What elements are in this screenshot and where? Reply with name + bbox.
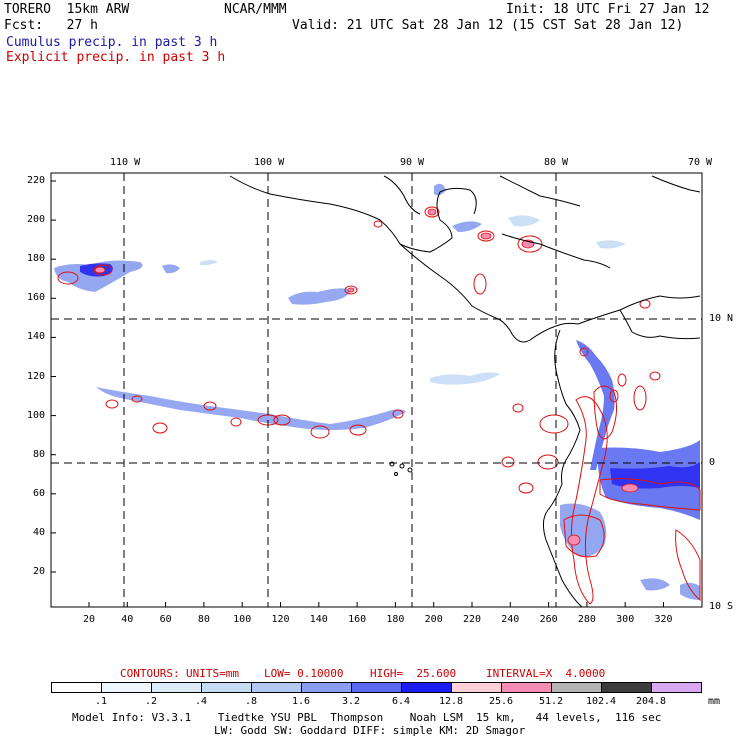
legend-label: 25.6 xyxy=(488,696,514,707)
explicit-precip-contours xyxy=(57,206,701,605)
legend-swatch xyxy=(551,682,602,693)
y-tick-label: 140 xyxy=(26,331,45,343)
x-tick-label: 320 xyxy=(654,614,673,625)
legend-label: 51.2 xyxy=(538,696,564,707)
legend-swatch xyxy=(351,682,402,693)
x-tick-label: 300 xyxy=(616,614,635,625)
cumulus-field-label: Cumulus precip. in past 3 h xyxy=(6,35,218,50)
x-tick-label: 160 xyxy=(348,614,367,625)
legend-label: 12.8 xyxy=(438,696,464,707)
contour-high: HIGH= 25.600 xyxy=(370,667,457,680)
legend-swatch xyxy=(201,682,252,693)
legend-swatch xyxy=(451,682,502,693)
legend-swatch xyxy=(101,682,152,693)
lon-label-110w: 110 W xyxy=(110,157,141,168)
legend-swatch xyxy=(651,682,702,693)
contour-interval: INTERVAL=X 4.0000 xyxy=(486,667,606,680)
lat-label-10n: 10 N xyxy=(709,313,734,324)
lat-label-10s: 10 S xyxy=(709,601,734,612)
legend-label: .4 xyxy=(194,696,208,707)
legend-swatch xyxy=(151,682,202,693)
legend-label: .2 xyxy=(144,696,158,707)
legend-label: 204.8 xyxy=(635,696,667,707)
axis-ticks xyxy=(51,180,664,607)
y-tick-label: 100 xyxy=(26,409,45,421)
x-tick-label: 240 xyxy=(501,614,520,625)
x-tick-label: 280 xyxy=(577,614,596,625)
lat-label-eq: 0 xyxy=(709,457,716,468)
y-tick-label: 200 xyxy=(26,214,45,226)
model-title: TORERO 15km ARW xyxy=(4,2,130,17)
forecast-hour: Fcst: 27 h xyxy=(4,18,98,33)
x-tick-label: 20 xyxy=(82,614,96,625)
legend-unit: mm xyxy=(708,696,721,707)
x-tick-label: 180 xyxy=(386,614,405,625)
graticule xyxy=(51,173,702,607)
legend-label: .8 xyxy=(244,696,258,707)
model-info: Model Info: V3.3.1 Tiedtke YSU PBL Thomp… xyxy=(72,711,662,724)
y-tick-label: 180 xyxy=(26,253,45,265)
legend-label: 6.4 xyxy=(391,696,411,707)
legend-swatch xyxy=(301,682,352,693)
lon-label-70w: 70 W xyxy=(688,157,713,168)
legend-swatch xyxy=(501,682,552,693)
legend-label: .1 xyxy=(94,696,108,707)
coastlines xyxy=(229,175,701,608)
org-label: NCAR/MMM xyxy=(224,2,287,17)
cumulus-precip-shading xyxy=(54,183,700,600)
init-time: Init: 18 UTC Fri 27 Jan 12 xyxy=(506,2,710,17)
x-tick-label: 60 xyxy=(159,614,172,625)
y-tick-label: 80 xyxy=(32,448,45,460)
x-tick-label: 120 xyxy=(271,614,290,625)
x-tick-label: 140 xyxy=(309,614,328,625)
y-tick-label: 120 xyxy=(26,370,45,382)
y-tick-label: 60 xyxy=(32,487,45,499)
legend-label: 1.6 xyxy=(291,696,311,707)
x-tick-label: 100 xyxy=(233,614,252,625)
x-tick-label: 220 xyxy=(462,614,482,625)
x-tick-label: 40 xyxy=(121,614,134,625)
x-tick-label: 200 xyxy=(424,614,443,625)
lon-label-100w: 100 W xyxy=(254,157,285,168)
explicit-field-label: Explicit precip. in past 3 h xyxy=(6,50,226,65)
legend-label: 3.2 xyxy=(341,696,361,707)
y-tick-label: 160 xyxy=(26,292,45,304)
lon-label-80w: 80 W xyxy=(544,157,569,168)
x-tick-label: 80 xyxy=(197,614,210,625)
contour-units: UNITS=mm xyxy=(186,667,239,680)
contour-low: LOW= 0.10000 xyxy=(264,667,344,680)
legend-swatch xyxy=(251,682,302,693)
legend-swatch xyxy=(51,682,102,693)
y-tick-label: 40 xyxy=(32,526,45,538)
contour-label: CONTOURS: xyxy=(120,667,180,680)
model-physics: LW: Godd SW: Goddard DIFF: simple KM: 2D… xyxy=(214,724,526,737)
y-tick-label: 20 xyxy=(32,566,45,577)
lon-label-90w: 90 W xyxy=(400,157,425,168)
valid-time: Valid: 21 UTC Sat 28 Jan 12 (15 CST Sat … xyxy=(292,18,684,33)
legend-swatch xyxy=(601,682,652,693)
legend-label: 102.4 xyxy=(585,696,617,707)
y-tick-label: 220 xyxy=(26,175,45,186)
x-tick-label: 260 xyxy=(539,614,558,625)
legend-swatch xyxy=(401,682,452,693)
